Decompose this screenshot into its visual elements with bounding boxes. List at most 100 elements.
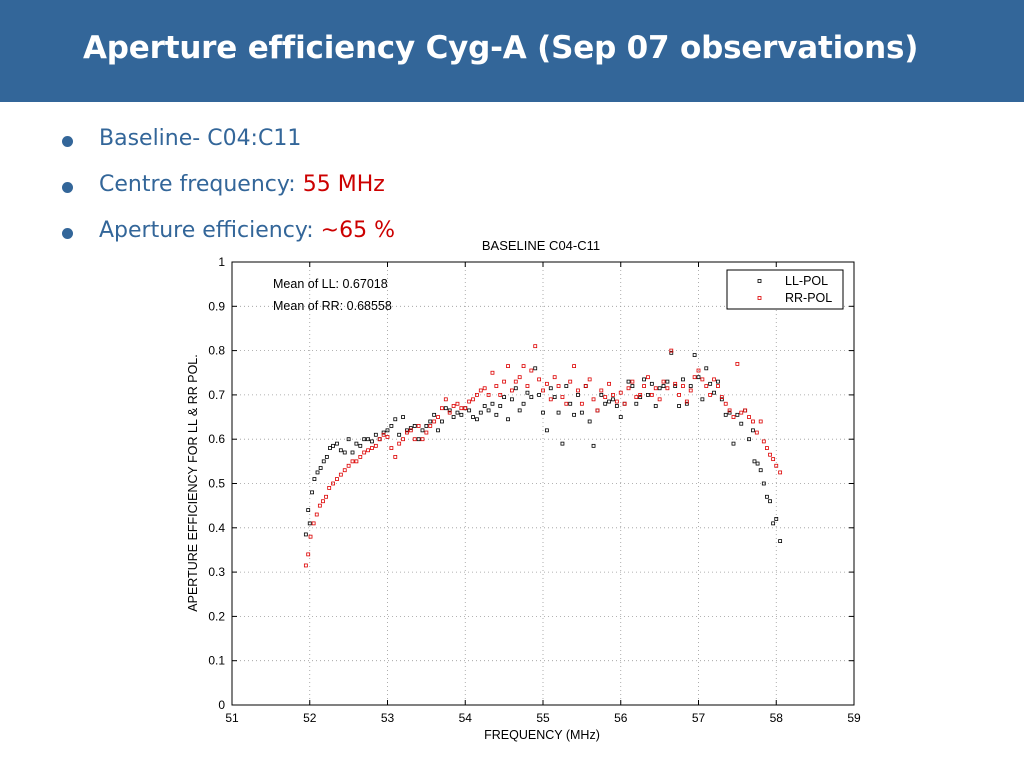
y-axis-label: APERTURE EFFICIENCY FOR LL & RR POL. [186,354,200,611]
rr-data-point [642,384,646,388]
rr-data-point [587,377,592,382]
rr-data-point [478,388,483,393]
annotation-mean-ll: Mean of LL: 0.67018 [273,277,388,291]
rr-data-point [665,386,670,391]
rr-data-point [324,494,328,499]
y-tick-label: 0.6 [208,432,225,446]
ll-data-point [354,441,359,446]
ll-data-point [412,424,417,428]
ll-data-point [529,395,534,400]
ll-data-point [564,384,569,388]
rr-data-point [475,392,479,397]
ll-data-point [335,441,339,446]
legend-box [726,269,844,310]
rr-data-point [385,435,390,439]
ll-data-point [572,412,576,417]
ll-data-point [576,392,580,397]
rr-data-point [525,384,530,388]
ll-data-point [478,410,483,415]
ll-data-point [366,437,370,442]
rr-data-point [397,441,402,446]
ll-data-point [677,404,681,408]
rr-data-point [408,428,413,433]
ll-data-point [755,461,760,466]
ll-data-point [307,521,312,526]
ll-data-point [696,375,701,380]
x-tick-label: 52 [303,711,317,725]
rr-data-point [719,395,724,400]
rr-data-point [463,406,468,411]
bullet-label: Baseline- C04:C11 [99,126,302,151]
legend-label-rr: RR-POL [785,291,832,305]
rr-data-point [646,375,650,380]
ll-data-point [389,424,394,428]
bullet-text: Baseline- C04:C11 [99,126,301,151]
rr-data-point [366,448,370,453]
ll-data-point [328,446,332,450]
y-tick-label: 0.7 [208,388,225,402]
ll-data-point [537,392,542,397]
rr-data-point [661,379,666,384]
rr-data-point [731,415,736,419]
ll-data-point [533,366,538,371]
x-tick-label: 58 [770,711,784,725]
ll-data-point [440,419,444,424]
ll-data-point [405,428,409,433]
y-tick-label: 0.9 [208,299,225,313]
ll-data-point [455,410,460,415]
rr-data-point [768,452,772,457]
x-tick-label: 59 [847,711,861,725]
ll-data-point [338,448,343,453]
bullet-dot-icon [62,136,73,147]
ll-data-point [692,353,697,357]
rr-data-point [513,379,518,384]
ll-data-point [315,470,320,475]
rr-data-point [556,384,561,388]
ll-data-point [443,406,448,411]
rr-data-point [362,450,367,455]
legend-label-ll: LL-POL [785,274,828,288]
rr-data-point [529,368,534,373]
rr-data-point [761,439,766,444]
rr-data-point [331,481,335,486]
ll-data-point [747,437,751,442]
ll-data-point [521,401,526,406]
rr-data-point [373,443,378,448]
rr-data-point [747,415,751,419]
x-tick-label: 54 [459,711,473,725]
rr-data-point [405,430,409,435]
rr-data-point [432,419,437,424]
ll-data-point [630,384,635,388]
ll-data-point [700,397,705,402]
rr-data-point [649,392,654,397]
ll-data-point [634,401,639,406]
rr-data-point [723,401,728,406]
ll-data-point [408,426,413,431]
ll-data-point [397,432,402,437]
rr-data-point [626,386,631,391]
bullet-value: ~65 % [320,218,395,243]
ll-data-point [432,412,437,417]
ll-data-point [556,410,561,415]
rr-data-point [537,377,542,382]
rr-data-point [552,375,557,380]
ll-data-point [560,441,565,446]
rr-data-point [576,388,580,393]
y-tick-label: 0.2 [208,609,225,623]
rr-data-point [440,406,444,411]
ll-data-point [669,350,674,355]
rr-data-point [321,499,325,504]
ll-data-point [704,366,709,371]
ll-data-point [498,404,503,408]
rr-data-point [771,457,776,462]
y-tick-label: 0.5 [208,477,225,491]
rr-data-point [455,401,460,406]
rr-data-point [459,406,464,411]
ll-data-point [599,392,604,397]
title-bar: Aperture efficiency Cyg-A (Sep 07 observ… [0,0,1024,102]
ll-data-point [642,377,646,382]
rr-data-point [681,384,685,388]
ll-data-point [579,410,584,415]
rr-data-point [560,395,565,400]
ll-data-point [771,521,776,526]
